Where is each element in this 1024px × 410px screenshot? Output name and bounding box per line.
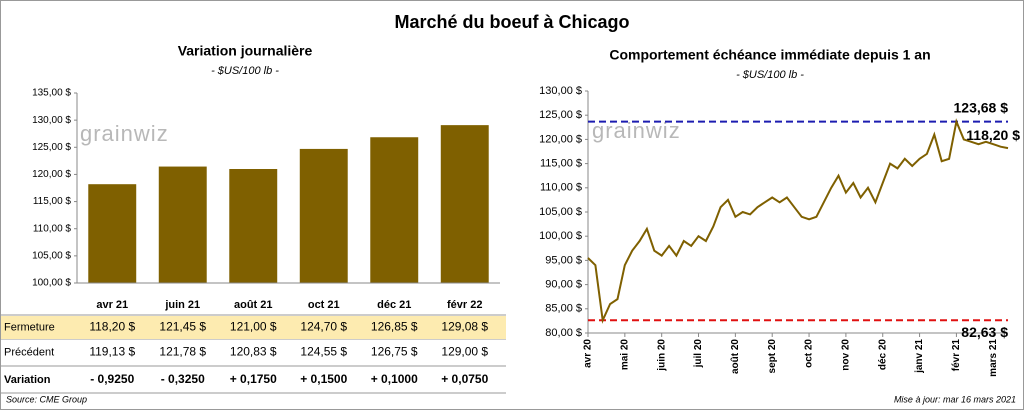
x-tick-label: oct 21: [308, 299, 340, 311]
y-tick-label: 130,00 $: [32, 115, 71, 126]
line-unit: - $US/100 lb -: [736, 69, 804, 81]
price-line: [587, 118, 1009, 324]
y-tick-label: 100,00 $: [32, 278, 71, 289]
x-tick-label: mai 20: [619, 339, 630, 371]
table-row: [1, 316, 506, 339]
table-cell: - 0,3250: [161, 372, 205, 386]
table-row: [1, 340, 506, 365]
x-tick-label: août 21: [234, 299, 273, 311]
bar: [299, 148, 348, 283]
table-cell: + 0,1750: [230, 372, 277, 386]
table-cell: 121,45 $: [159, 320, 206, 334]
table-cell: + 0,1000: [371, 372, 418, 386]
table-cell: 121,00 $: [230, 320, 277, 334]
reference-label: 82,63 $: [961, 324, 1008, 340]
table-row: [1, 368, 506, 392]
table-cell: 120,83 $: [230, 345, 277, 359]
y-tick-label: 100,00 $: [539, 230, 582, 242]
table-cell: - 0,9250: [90, 372, 134, 386]
y-tick-label: 110,00 $: [540, 182, 582, 194]
bar: [88, 184, 137, 283]
source: Source: CME Group: [6, 394, 87, 404]
x-tick-label: sept 20: [767, 339, 778, 374]
x-tick-label: juil 20: [693, 339, 704, 369]
bar: [440, 125, 489, 283]
table-cell: 129,08 $: [441, 320, 488, 334]
x-tick-label: déc 20: [877, 339, 888, 371]
main-title: Marché du boeuf à Chicago: [394, 12, 629, 32]
y-tick-label: 125,00 $: [32, 142, 71, 153]
y-tick-label: 110,00 $: [33, 223, 72, 234]
x-tick-label: avr 20: [583, 339, 594, 368]
x-tick-label: juin 21: [164, 299, 200, 311]
x-tick-label: nov 20: [841, 339, 852, 371]
y-tick-label: 95,00 $: [545, 254, 582, 266]
bar-unit: - $US/100 lb -: [211, 65, 279, 77]
table-cell: 126,75 $: [371, 345, 418, 359]
y-tick-label: 115,00 $: [540, 158, 582, 170]
bar: [158, 166, 207, 283]
y-tick-label: 120,00 $: [32, 169, 71, 180]
y-tick-label: 125,00 $: [539, 109, 582, 121]
y-tick-label: 90,00 $: [545, 279, 582, 291]
table-cell: 126,85 $: [371, 320, 418, 334]
table-cell: 118,20 $: [89, 320, 135, 334]
table-cell: 129,00 $: [441, 345, 488, 359]
y-tick-label: 130,00 $: [539, 85, 582, 97]
x-tick-label: févr 22: [447, 299, 482, 311]
row-label: Fermeture: [4, 321, 55, 333]
reference-label: 123,68 $: [954, 99, 1009, 115]
x-tick-label: déc 21: [377, 299, 411, 311]
watermark: grainwiz: [80, 121, 169, 146]
table-cell: 119,13 $: [89, 345, 135, 359]
table-cell: 121,78 $: [159, 345, 206, 359]
table-cell: + 0,0750: [441, 372, 488, 386]
x-tick-label: avr 21: [96, 299, 128, 311]
bar: [229, 169, 278, 283]
x-tick-label: févr 21: [951, 339, 962, 372]
bar-title: Variation journalière: [178, 43, 313, 59]
y-tick-label: 105,00 $: [32, 250, 71, 261]
table-cell: 124,55 $: [300, 345, 347, 359]
y-tick-label: 85,00 $: [545, 303, 582, 315]
y-tick-label: 120,00 $: [539, 133, 582, 145]
table-cell: + 0,1500: [300, 372, 347, 386]
x-tick-label: mars 21: [988, 339, 999, 377]
y-tick-label: 105,00 $: [539, 206, 582, 218]
line-title: Comportement échéance immédiate depuis 1…: [609, 47, 930, 63]
row-label: Variation: [4, 374, 51, 386]
update-note: Mise à jour: mar 16 mars 2021: [894, 394, 1016, 404]
y-tick-label: 115,00 $: [33, 196, 72, 207]
y-tick-label: 135,00 $: [32, 88, 71, 99]
table-cell: 124,70 $: [300, 320, 347, 334]
x-tick-label: juin 20: [656, 339, 667, 372]
x-tick-label: janv 21: [914, 339, 925, 374]
x-tick-label: août 20: [730, 339, 741, 374]
bar: [370, 137, 419, 283]
row-label: Précédent: [4, 346, 54, 358]
x-tick-label: oct 20: [804, 339, 815, 368]
y-tick-label: 80,00 $: [545, 327, 582, 339]
last-value-label: 118,20 $: [966, 127, 1020, 143]
